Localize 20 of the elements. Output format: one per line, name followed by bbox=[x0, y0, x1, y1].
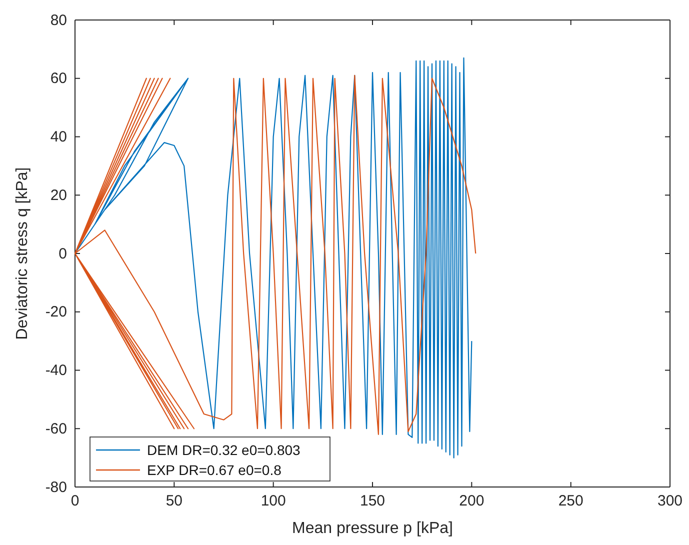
x-tick-label: 50 bbox=[166, 492, 183, 510]
x-tick-label: 250 bbox=[558, 492, 584, 510]
legend-label: DEM DR=0.32 e0=0.803 bbox=[147, 442, 301, 458]
y-tick-label: 40 bbox=[50, 128, 67, 146]
x-tick-label: 200 bbox=[459, 492, 484, 510]
y-tick-label: -40 bbox=[45, 362, 67, 380]
y-tick-label: 20 bbox=[50, 186, 67, 204]
y-tick-label: -60 bbox=[45, 420, 67, 438]
x-tick-label: 100 bbox=[260, 492, 286, 510]
legend-label: EXP DR=0.67 e0=0.8 bbox=[147, 462, 282, 478]
y-tick-label: -20 bbox=[45, 304, 67, 321]
x-tick-label: 150 bbox=[360, 492, 386, 510]
y-tick-label: -80 bbox=[45, 478, 67, 496]
y-tick-label: 0 bbox=[58, 245, 67, 262]
y-tick-label: 80 bbox=[50, 12, 67, 29]
x-tick-label: 300 bbox=[657, 492, 683, 510]
x-axis-title: Mean pressure p [kPa] bbox=[292, 520, 453, 537]
x-tick-label: 0 bbox=[70, 492, 80, 510]
y-tick-label: 60 bbox=[50, 70, 67, 88]
y-axis-title: Deviatoric stress q [kPa] bbox=[14, 167, 31, 340]
